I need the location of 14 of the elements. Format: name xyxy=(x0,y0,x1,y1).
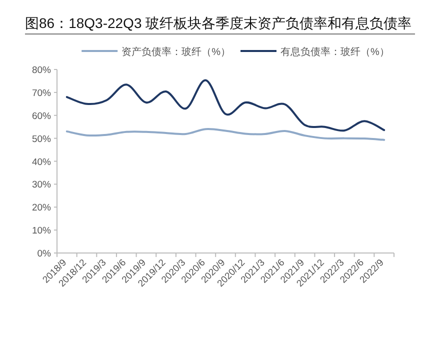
y-tick-label: 10% xyxy=(32,226,52,237)
y-tick-label: 50% xyxy=(32,134,52,145)
legend-label: 资产负债率：玻纤（%） xyxy=(122,46,230,58)
y-tick-label: 40% xyxy=(32,156,52,168)
chart-title: 图86：18Q3-22Q3 玻纤板块各季度末资产负债率和有息负债率 xyxy=(25,15,412,31)
y-tick-label: 70% xyxy=(32,88,52,99)
line-series xyxy=(66,79,386,132)
legend-label: 有息负债率：玻纤（%） xyxy=(280,46,390,58)
y-tick-label: 0% xyxy=(37,248,52,260)
y-tick-label: 80% xyxy=(32,65,52,76)
y-tick-label: 60% xyxy=(32,110,52,122)
y-tick-label: 20% xyxy=(32,202,52,214)
y-tick-label: 30% xyxy=(32,180,52,191)
line-series xyxy=(66,128,386,141)
